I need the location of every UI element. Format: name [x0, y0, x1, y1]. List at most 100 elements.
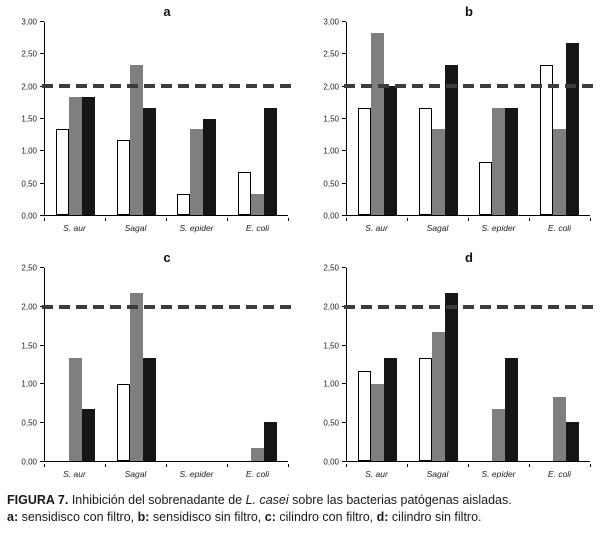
y-tick-mark: [40, 383, 44, 385]
x-tick-mark: [44, 464, 45, 467]
x-category-label: S. aur: [63, 223, 86, 233]
bar-blanco: [357, 370, 371, 461]
bar-gris: [492, 409, 506, 461]
plot-area: [344, 268, 593, 462]
x-tick-mark: [44, 218, 45, 221]
y-tick-label: 0,50: [21, 179, 37, 189]
x-axis: S. aur Sagal S. epider E. coli: [346, 218, 591, 238]
bar-negro: [142, 107, 156, 215]
bar-group: [167, 22, 228, 215]
bar-group: [227, 22, 288, 215]
y-tick-mark: [40, 422, 44, 424]
y-tick-label: 0,00: [323, 211, 339, 221]
y-tick-label: 1,50: [323, 341, 339, 351]
bar-groups: [347, 22, 590, 215]
y-tick-mark: [342, 383, 346, 385]
bar-blanco: [116, 383, 130, 461]
x-tick-mark: [166, 464, 167, 467]
y-tick-mark: [40, 267, 44, 268]
chart-panel-c: c 0,00 0,50 1,00 1,50 2,00 2,50 S. aur Sagal S.…: [6, 250, 296, 484]
y-tick-label: 2,00: [323, 302, 339, 312]
x-tick-mark: [105, 464, 106, 467]
y-tick-label: 3,00: [21, 17, 37, 27]
caption-line: FIGURA 7. Inhibición del sobrenadante de…: [7, 492, 601, 509]
y-tick-mark: [40, 344, 44, 346]
bar-group: [529, 268, 590, 461]
x-category-label: Sagal: [124, 469, 147, 479]
caption-line: a: sensidisco con filtro, b: sensidisco …: [7, 509, 601, 526]
bar-negro: [566, 422, 580, 461]
x-category-label: S. aur: [365, 469, 388, 479]
x-tick-mark: [288, 464, 289, 467]
caption-segment: b:: [137, 509, 150, 524]
bar-gris: [370, 383, 384, 461]
bar-negro: [383, 358, 397, 461]
plot-area: [42, 268, 291, 462]
y-tick-mark: [40, 150, 44, 152]
bar-gris: [370, 32, 384, 215]
bar-blanco: [418, 358, 432, 461]
figure-caption: FIGURA 7. Inhibición del sobrenadante de…: [7, 492, 601, 526]
x-axis: S. aur Sagal S. epider E. coli: [44, 218, 289, 238]
y-tick-mark: [342, 182, 346, 184]
reference-line: [344, 304, 593, 309]
x-axis: S. aur Sagal S. epider E. coli: [346, 464, 591, 484]
bar-blanco: [479, 161, 493, 215]
x-tick-mark: [166, 218, 167, 221]
bar-group: [347, 22, 408, 215]
y-tick-mark: [40, 215, 44, 216]
x-category-label: Sagal: [426, 469, 449, 479]
bar-groups: [45, 22, 288, 215]
x-tick-mark: [105, 218, 106, 221]
y-tick-label: 2,50: [323, 263, 339, 273]
bar-group: [227, 268, 288, 461]
y-tick-mark: [40, 53, 44, 55]
x-axis: S. aur Sagal S. epider E. coli: [44, 464, 289, 484]
bar-gris: [492, 107, 506, 215]
reference-line: [42, 304, 291, 309]
plot-area: [344, 22, 593, 216]
x-tick-mark: [227, 218, 228, 221]
y-tick-mark: [40, 461, 44, 462]
y-axis: 0,00 0,50 1,00 1,50 2,00 2,50: [6, 264, 44, 467]
x-tick-mark: [468, 218, 469, 221]
x-category-label: E. coli: [547, 469, 572, 479]
bar-group: [469, 22, 530, 215]
y-tick-label: 1,00: [323, 379, 339, 389]
bar-negro: [444, 65, 458, 215]
y-tick-label: 0,00: [21, 211, 37, 221]
x-category-label: Sagal: [426, 223, 449, 233]
x-tick-mark: [529, 218, 530, 221]
bar-negro: [81, 97, 95, 215]
y-tick-mark: [342, 344, 346, 346]
x-category-label: S. epider: [481, 223, 516, 233]
y-tick-mark: [342, 267, 346, 268]
y-tick-mark: [342, 461, 346, 462]
bar-blanco: [116, 139, 130, 215]
y-tick-label: 0,50: [21, 418, 37, 428]
bar-gris: [553, 129, 567, 215]
chart-panel-d: d 0,00 0,50 1,00 1,50 2,00 2,50 S. aur Sagal S.…: [308, 250, 598, 484]
plot-area: [42, 22, 291, 216]
bar-gris: [251, 447, 265, 461]
caption-segment: FIGURA 7.: [7, 493, 69, 507]
caption-segment: cilindro con filtro,: [275, 509, 377, 524]
y-tick-label: 2,00: [21, 82, 37, 92]
bar-group: [45, 22, 106, 215]
bar-gris: [553, 396, 567, 461]
y-tick-label: 1,00: [21, 379, 37, 389]
x-category-label: Sagal: [124, 223, 147, 233]
y-tick-label: 0,50: [323, 179, 339, 189]
y-axis: 0,00 0,50 1,00 1,50 2,00 2,50: [308, 264, 346, 467]
bar-gris: [68, 358, 82, 461]
caption-segment: sensidisco con filtro,: [18, 509, 138, 524]
caption-segment: a:: [7, 509, 19, 524]
panel-label: d: [465, 250, 473, 265]
x-category-label: S. epider: [481, 469, 516, 479]
caption-segment: L. casei: [245, 493, 289, 507]
y-tick-label: 1,00: [21, 146, 37, 156]
y-tick-mark: [40, 21, 44, 22]
bar-negro: [142, 358, 156, 461]
bar-negro: [264, 107, 278, 215]
bar-negro: [505, 358, 519, 461]
